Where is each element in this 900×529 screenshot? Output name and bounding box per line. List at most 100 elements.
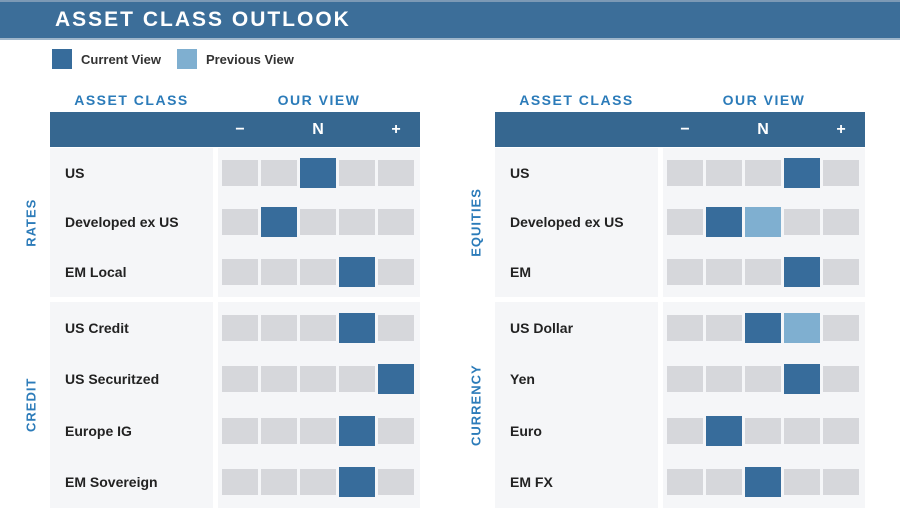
view-cell-empty xyxy=(823,209,859,236)
scale-header-bar: − N + xyxy=(495,112,865,147)
view-cell-row xyxy=(222,353,420,405)
legend-previous-label: Previous View xyxy=(205,51,294,67)
view-cell-empty xyxy=(823,258,859,285)
view-cell-row xyxy=(667,353,865,405)
view-cell-current xyxy=(261,207,297,238)
section-equities: EQUITIES US Developed ex US EM xyxy=(469,148,865,297)
view-cells-block xyxy=(663,301,865,508)
panel-rates-credit: ASSET CLASS OUR VIEW − N + RATES US Develo… xyxy=(24,88,420,513)
view-cell-empty xyxy=(339,209,375,236)
view-cell-empty xyxy=(667,159,703,186)
row-label: US xyxy=(510,164,530,181)
view-cell-empty xyxy=(706,314,742,341)
legend-item-previous-view: Previous View xyxy=(176,49,294,69)
asset-labels-block: US Credit US Securitzed Europe IG EM Sovere… xyxy=(50,301,213,508)
view-cell-empty xyxy=(667,366,703,393)
view-cell-empty xyxy=(784,469,820,496)
view-cell-empty xyxy=(378,314,414,341)
view-cells-block xyxy=(218,301,420,508)
scale-neutral-label: N xyxy=(757,120,769,138)
legend: Current View Previous View xyxy=(52,49,294,69)
row-label: EM xyxy=(510,263,531,280)
view-cell-empty xyxy=(300,366,336,393)
view-cell-previous xyxy=(745,207,781,238)
section-credit: CREDIT US Credit US Securitzed Europe IG EM … xyxy=(24,301,420,508)
view-cell-empty xyxy=(222,417,258,444)
row-label: Euro xyxy=(510,422,542,439)
scale-minus-label: − xyxy=(235,120,245,138)
view-cell-empty xyxy=(823,314,859,341)
sections-container: EQUITIES US Developed ex US EM CURRENCY US Do… xyxy=(469,148,865,508)
legend-current-label: Current View xyxy=(81,51,161,67)
scale-header-bar: − N + xyxy=(50,112,420,147)
column-headers: ASSET CLASS OUR VIEW xyxy=(495,88,865,112)
view-cell-empty xyxy=(261,258,297,285)
section-label-equities: EQUITIES xyxy=(468,188,484,257)
previous-view-swatch xyxy=(176,49,197,69)
view-cell-empty xyxy=(667,258,703,285)
view-cell-row xyxy=(667,405,865,457)
scale-neutral-label: N xyxy=(312,120,324,138)
row-label: EM FX xyxy=(510,474,553,491)
column-header-asset-class: ASSET CLASS xyxy=(74,92,189,108)
view-cell-row xyxy=(222,302,420,354)
section-label-credit: CREDIT xyxy=(23,377,39,432)
view-cell-current xyxy=(378,364,414,395)
view-cell-empty xyxy=(339,366,375,393)
row-label: US Credit xyxy=(65,319,129,336)
section-rates: RATES US Developed ex US EM Local xyxy=(24,148,420,297)
view-cell-empty xyxy=(823,366,859,393)
view-cell-current xyxy=(339,415,375,446)
view-cell-empty xyxy=(300,209,336,236)
row-label: EM Sovereign xyxy=(65,474,158,491)
view-cell-current xyxy=(339,256,375,287)
view-cell-row xyxy=(667,247,865,297)
row-label: Developed ex US xyxy=(65,214,179,231)
view-cell-empty xyxy=(261,417,297,444)
row-label: EM Local xyxy=(65,263,127,280)
section-label-rates: RATES xyxy=(23,198,39,247)
view-cell-empty xyxy=(667,417,703,444)
view-cell-empty xyxy=(784,209,820,236)
row-label: Developed ex US xyxy=(510,214,624,231)
view-cell-empty xyxy=(823,469,859,496)
page-title: ASSET CLASS OUTLOOK xyxy=(55,8,351,31)
view-cell-current xyxy=(784,256,820,287)
view-cell-empty xyxy=(261,159,297,186)
row-label: US Securitzed xyxy=(65,371,160,388)
legend-item-current-view: Current View xyxy=(52,49,161,69)
scale-plus-label: + xyxy=(836,120,846,138)
view-cells-block xyxy=(218,148,420,297)
view-cell-empty xyxy=(745,417,781,444)
view-cell-empty xyxy=(300,258,336,285)
scale-plus-label: + xyxy=(391,120,401,138)
view-cell-empty xyxy=(222,314,258,341)
view-cell-empty xyxy=(706,366,742,393)
view-cell-row xyxy=(667,148,865,198)
view-cell-empty xyxy=(300,469,336,496)
view-cell-empty xyxy=(339,159,375,186)
column-header-asset-class: ASSET CLASS xyxy=(519,92,634,108)
view-cell-row xyxy=(667,456,865,508)
view-cell-empty xyxy=(378,469,414,496)
panel-equities-currency: ASSET CLASS OUR VIEW − N + EQUITIES US Dev… xyxy=(469,88,865,513)
view-cell-empty xyxy=(378,159,414,186)
view-cell-empty xyxy=(222,258,258,285)
view-cell-row xyxy=(222,148,420,198)
view-cell-empty xyxy=(745,366,781,393)
view-cell-empty xyxy=(222,469,258,496)
scale-minus-label: − xyxy=(680,120,690,138)
scale-gap xyxy=(784,121,820,139)
current-view-swatch xyxy=(52,49,72,69)
view-cell-empty xyxy=(300,314,336,341)
column-header-our-view: OUR VIEW xyxy=(722,92,806,108)
view-cell-current xyxy=(339,312,375,343)
column-header-our-view: OUR VIEW xyxy=(277,92,361,108)
asset-labels-block: US Developed ex US EM xyxy=(495,148,658,297)
view-cell-empty xyxy=(222,366,258,393)
view-cell-row xyxy=(222,405,420,457)
scale-columns: − N + xyxy=(663,121,865,139)
view-cell-empty xyxy=(667,469,703,496)
view-cell-empty xyxy=(378,258,414,285)
row-label: Europe IG xyxy=(65,422,132,439)
